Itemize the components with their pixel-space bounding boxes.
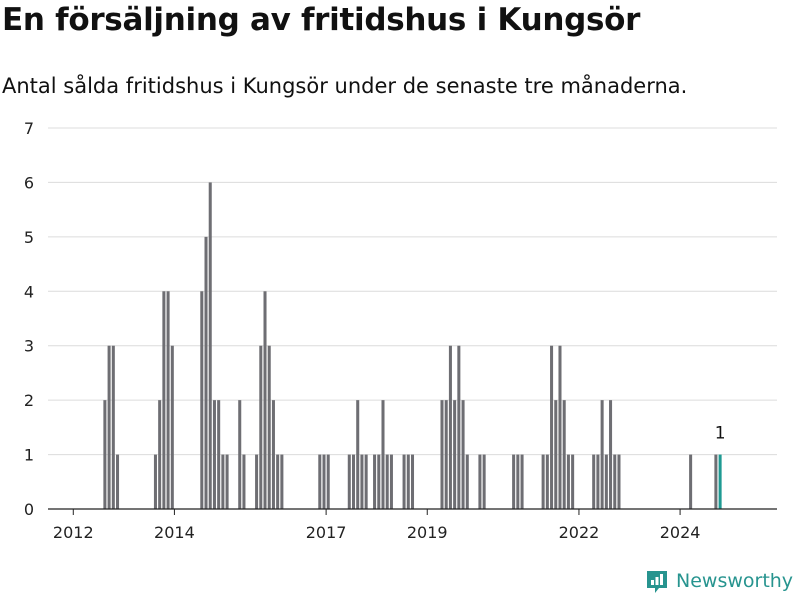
bar [208, 182, 212, 509]
bar [617, 454, 621, 509]
bar [217, 400, 221, 509]
bar [545, 454, 549, 509]
bar [381, 400, 385, 509]
bar [592, 454, 596, 509]
bar-highlight [718, 454, 722, 509]
bar [389, 454, 393, 509]
bar [255, 454, 259, 509]
y-tick-label: 1 [24, 446, 34, 465]
bar [550, 345, 554, 509]
bar [356, 400, 360, 509]
y-tick-label: 6 [24, 173, 34, 192]
y-tick-label: 2 [24, 391, 34, 410]
x-tick-label: 2019 [407, 523, 448, 542]
bar [613, 454, 617, 509]
bar [571, 454, 575, 509]
x-tick-label: 2024 [660, 523, 701, 542]
bar [406, 454, 410, 509]
data-label: 1 [715, 424, 726, 444]
bar [714, 454, 718, 509]
bar [166, 291, 170, 509]
x-tick-label: 2017 [306, 523, 347, 542]
bar [541, 454, 545, 509]
bar [351, 454, 356, 509]
bar [200, 291, 204, 509]
bar [457, 345, 461, 509]
bar [360, 454, 364, 509]
newsworthy-logo: Newsworthy [644, 568, 793, 594]
bar [596, 454, 600, 509]
bar [604, 454, 608, 509]
bar [465, 454, 469, 509]
y-tick-label: 5 [24, 228, 34, 247]
bar [212, 400, 216, 509]
bar [326, 454, 330, 509]
bar [562, 400, 566, 509]
y-tick-label: 7 [24, 119, 34, 138]
bar [402, 454, 406, 509]
bar [410, 454, 415, 509]
bar [516, 454, 520, 509]
bar [347, 454, 351, 509]
bar [461, 400, 465, 509]
bar [373, 454, 377, 509]
bar [153, 454, 157, 509]
x-tick-label: 2012 [53, 523, 94, 542]
brand-name: Newsworthy [676, 570, 794, 592]
bar [221, 454, 225, 509]
bar [267, 345, 271, 509]
bar [204, 236, 208, 509]
gridlines [48, 127, 777, 456]
bar [103, 400, 107, 509]
bar [554, 400, 558, 509]
chart-subtitle: Antal sålda fritidshus i Kungsör under d… [2, 74, 688, 98]
bar [111, 345, 115, 509]
bar [440, 400, 444, 509]
bar [242, 454, 246, 509]
bar [271, 400, 275, 509]
y-tick-label: 0 [24, 500, 34, 519]
bar [238, 400, 242, 509]
bar [566, 454, 570, 509]
bar [259, 345, 263, 509]
chart-title: En försäljning av fritidshus i Kungsör [2, 2, 641, 38]
data-labels: 1 [715, 424, 726, 444]
newsworthy-icon [647, 571, 667, 593]
bar [364, 454, 368, 509]
x-axis: 2012 2014 2017 2019 2022 2024 [48, 508, 777, 542]
bar [482, 454, 486, 509]
bar [162, 291, 166, 509]
bar [280, 454, 284, 509]
bar [225, 454, 229, 509]
bar [512, 454, 516, 509]
bar [600, 400, 604, 509]
bar [385, 454, 389, 509]
bar [444, 400, 448, 509]
bar [318, 454, 322, 509]
bar [609, 400, 613, 509]
x-tick-label: 2022 [559, 523, 600, 542]
bar [116, 454, 120, 509]
bar [322, 454, 326, 509]
bar [558, 345, 562, 509]
bar [448, 345, 452, 509]
bar [263, 291, 267, 509]
bar [453, 400, 457, 509]
bar [170, 345, 174, 509]
y-axis-ticks: 0 1 2 3 4 5 6 7 [24, 119, 34, 519]
bar [276, 454, 280, 509]
bar [377, 454, 381, 509]
x-tick-label: 2014 [154, 523, 195, 542]
bar [478, 454, 482, 509]
y-tick-label: 4 [24, 282, 34, 301]
bar [520, 454, 524, 509]
bar [107, 345, 111, 509]
y-tick-label: 3 [24, 337, 34, 356]
bar [689, 454, 693, 509]
bar [158, 400, 162, 509]
bars [103, 182, 722, 509]
